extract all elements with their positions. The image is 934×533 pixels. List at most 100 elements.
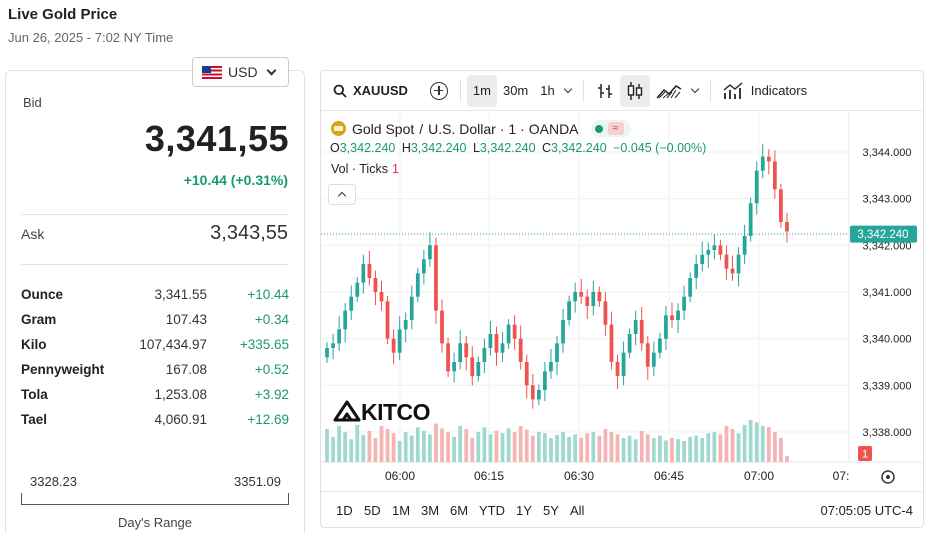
volume-bar — [518, 426, 523, 462]
range-5y-button[interactable]: 5Y — [543, 503, 559, 518]
compare-symbol-button[interactable] — [424, 75, 454, 107]
volume-bar — [603, 429, 608, 462]
candle-body — [700, 254, 705, 264]
volume-bar — [536, 432, 541, 462]
market-status-pill[interactable]: ≈ — [590, 120, 631, 137]
unit-price: 107.43 — [165, 312, 207, 327]
volume-bar — [639, 430, 644, 462]
unit-row-tola: Tola 1,253.08 +3.92 — [21, 387, 289, 412]
candle-body — [621, 352, 626, 376]
candle-body — [428, 245, 432, 260]
low-value: 3,342.240 — [479, 141, 536, 155]
instrument-name: Gold Spot — [352, 120, 415, 137]
candle-body — [409, 296, 414, 320]
volume-bars — [325, 420, 789, 462]
range-1d-button[interactable]: 1D — [336, 503, 353, 518]
currency-select[interactable]: USD — [192, 57, 289, 87]
range-6m-button[interactable]: 6M — [450, 503, 469, 518]
price-tick-label: 3,341.000 — [863, 287, 912, 299]
open-value: 3,342.240 — [339, 141, 396, 155]
unit-price: 1,253.08 — [154, 387, 207, 402]
unit-name: Tael — [21, 412, 48, 427]
candle-body — [391, 338, 396, 353]
unit-name: Pennyweight — [21, 362, 105, 377]
volume-bar — [385, 429, 390, 462]
unit-price: 167.08 — [165, 362, 207, 377]
indicators-button[interactable]: Indicators — [717, 75, 813, 107]
volume-bar — [391, 433, 396, 462]
candle-body — [573, 292, 578, 302]
unit-change: +0.52 — [254, 362, 289, 377]
chart-toolbar: XAUUSD 1m 30m 1h Indicat — [321, 71, 923, 111]
unit-change: +3.92 — [254, 387, 289, 402]
candle-body — [633, 320, 638, 334]
time-tick-label: 06:00 — [385, 469, 415, 483]
chevron-down-icon — [266, 65, 277, 75]
candle-body — [549, 362, 553, 372]
volume-bar — [506, 428, 511, 462]
range-1y-button[interactable]: 1Y — [516, 503, 532, 518]
symbol-search-button[interactable]: XAUUSD — [327, 75, 414, 107]
volume-bar — [549, 438, 553, 462]
bar-style-button[interactable] — [590, 75, 620, 107]
collapse-legend-button[interactable] — [328, 184, 356, 205]
unit-change: +10.44 — [247, 287, 289, 302]
volume-bar — [585, 433, 590, 462]
volume-bar — [488, 434, 493, 462]
candle-body — [785, 222, 789, 232]
candles — [325, 143, 789, 409]
candle-body — [415, 273, 420, 297]
candle-body — [651, 352, 656, 367]
candles-style-button[interactable] — [619, 74, 650, 107]
price-tick-label: 3,340.000 — [863, 334, 912, 346]
volume-bar — [561, 432, 565, 462]
instrument-pair: U.S. Dollar — [428, 120, 496, 137]
ohlc-bars-icon — [597, 83, 612, 98]
divider — [21, 214, 289, 215]
range-5d-button[interactable]: 5D — [364, 503, 381, 518]
candle-body — [645, 343, 650, 367]
range-3m-button[interactable]: 3M — [421, 503, 440, 518]
interval-30m-button[interactable]: 30m — [502, 83, 529, 98]
volume-bar — [760, 426, 765, 462]
candle-body — [403, 320, 408, 330]
last-price-tag: 3,342.240 — [850, 225, 917, 243]
us-flag-icon — [202, 65, 222, 79]
volume-bar — [748, 420, 753, 462]
candle-body — [349, 296, 354, 311]
unit-price-table: Ounce 3,341.55 +10.44 Gram 107.43 +0.34 … — [21, 287, 289, 437]
price-tick-label: 3,342.000 — [863, 240, 912, 252]
ohlc-values: O3,342.240 H3,342.240 L3,342.240 C3,342.… — [330, 141, 706, 155]
candle-body — [530, 385, 535, 400]
candle-body — [343, 310, 348, 330]
interval-dropdown-chevron-icon[interactable] — [563, 84, 572, 94]
interval-1h-button[interactable]: 1h — [540, 83, 555, 98]
candle-body — [452, 362, 456, 372]
candle-body — [676, 310, 680, 320]
volume-bar — [621, 438, 626, 462]
last-volume-label: 1 — [862, 449, 868, 461]
volume-bar — [736, 433, 741, 462]
range-all-button[interactable]: All — [570, 503, 585, 518]
toolbar-separator — [709, 79, 711, 102]
candle-body — [688, 278, 693, 297]
open-label: O — [330, 141, 340, 155]
price-panel — [5, 70, 305, 533]
chart-settings-button[interactable] — [881, 470, 895, 484]
delayed-status-icon: ≈ — [607, 122, 624, 135]
bid-change: +10.44 (+0.31%) — [183, 172, 288, 188]
unit-change: +12.69 — [247, 412, 289, 427]
chart-type-chevron-icon[interactable] — [690, 84, 699, 94]
range-ytd-button[interactable]: YTD — [479, 503, 505, 518]
range-1m-button[interactable]: 1M — [392, 503, 411, 518]
volume-value: 1 — [391, 162, 399, 176]
volume-bar — [500, 433, 505, 462]
volume-bar — [409, 435, 414, 462]
volume-label: Vol · Ticks — [331, 162, 388, 176]
area-style-button[interactable] — [650, 75, 688, 107]
chart-legend: Gold Spot / U.S. Dollar · 1 · OANDA ≈ — [331, 120, 631, 137]
price-chart[interactable]: 3,344.000 3,343.000 3,342.000 3,341.000 3,34… — [321, 112, 923, 492]
candle-body — [458, 343, 463, 362]
interval-1m-button[interactable]: 1m — [466, 74, 497, 107]
